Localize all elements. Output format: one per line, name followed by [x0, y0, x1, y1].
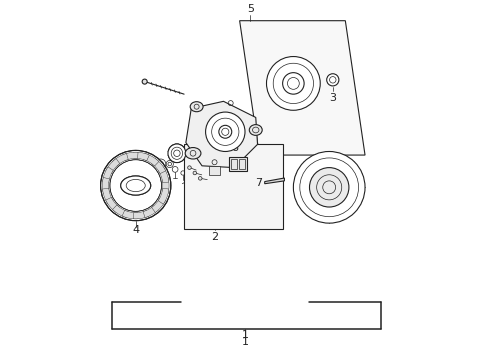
Text: 6: 6 — [231, 143, 238, 153]
Text: 7: 7 — [255, 177, 262, 188]
Polygon shape — [133, 152, 149, 161]
Bar — [229, 157, 247, 171]
Polygon shape — [102, 167, 113, 183]
Circle shape — [219, 125, 232, 138]
Ellipse shape — [121, 176, 151, 195]
Circle shape — [283, 73, 304, 94]
Text: 2: 2 — [211, 232, 218, 242]
Polygon shape — [265, 178, 284, 184]
Polygon shape — [158, 167, 169, 183]
Text: 1: 1 — [242, 330, 248, 339]
Circle shape — [198, 176, 202, 180]
Text: 1: 1 — [242, 337, 248, 347]
Polygon shape — [151, 197, 166, 212]
Bar — [239, 159, 245, 170]
Circle shape — [206, 112, 245, 152]
Ellipse shape — [121, 176, 151, 195]
Polygon shape — [184, 144, 283, 229]
Ellipse shape — [168, 144, 186, 163]
Polygon shape — [186, 101, 258, 168]
Circle shape — [193, 171, 196, 175]
Bar — [231, 159, 238, 170]
Polygon shape — [102, 188, 113, 204]
Text: 5: 5 — [247, 4, 254, 14]
Circle shape — [188, 166, 191, 170]
Polygon shape — [106, 158, 120, 174]
Polygon shape — [106, 197, 120, 212]
Polygon shape — [240, 21, 365, 155]
Polygon shape — [113, 153, 128, 166]
Polygon shape — [143, 205, 159, 217]
Circle shape — [142, 79, 147, 84]
Circle shape — [310, 168, 349, 207]
Circle shape — [294, 152, 365, 223]
Polygon shape — [162, 177, 169, 194]
Bar — [209, 166, 220, 175]
Polygon shape — [158, 188, 169, 204]
Polygon shape — [122, 152, 138, 161]
Text: 3: 3 — [329, 94, 336, 103]
Polygon shape — [143, 153, 159, 166]
Text: 4: 4 — [132, 225, 139, 235]
Polygon shape — [151, 158, 166, 174]
Polygon shape — [122, 210, 138, 219]
Polygon shape — [102, 177, 109, 194]
Ellipse shape — [190, 102, 203, 112]
Circle shape — [100, 150, 171, 221]
Ellipse shape — [185, 148, 201, 159]
Polygon shape — [113, 205, 128, 217]
Ellipse shape — [249, 125, 262, 135]
Circle shape — [267, 57, 320, 110]
Polygon shape — [133, 210, 149, 219]
Circle shape — [327, 74, 339, 86]
